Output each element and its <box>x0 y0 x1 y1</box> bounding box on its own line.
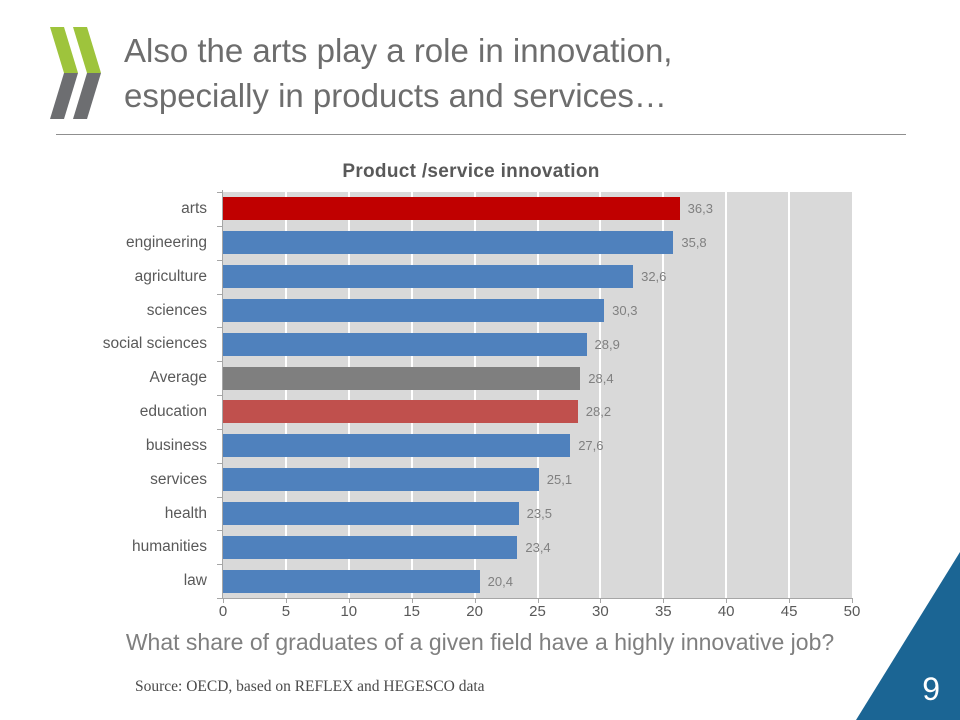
bar <box>223 468 539 492</box>
bar-value-label: 35,8 <box>681 235 707 251</box>
x-axis-line <box>222 598 853 599</box>
y-axis-tick <box>217 293 223 295</box>
x-axis-tick-label: 20 <box>466 603 483 620</box>
slide-title-line2: especially in products and services… <box>124 77 667 114</box>
category-label: health <box>164 504 207 522</box>
gridline <box>536 192 539 598</box>
bar <box>223 332 587 356</box>
category-labels: arts engineering agriculture sciences social… <box>0 192 222 598</box>
y-axis-tick <box>217 598 223 599</box>
x-axis-tick-label: 30 <box>592 603 609 620</box>
x-axis-tick <box>789 599 791 603</box>
bar <box>223 535 518 559</box>
category-label: arts <box>181 200 207 217</box>
y-axis-tick <box>217 361 223 363</box>
bar <box>223 265 634 289</box>
x-axis-tick-label: 10 <box>340 603 358 620</box>
chart-caption: What share of graduates of a given field… <box>125 629 835 655</box>
x-axis-tick-label: 50 <box>843 603 861 620</box>
y-axis-tick <box>217 564 223 566</box>
x-axis-tick-label: 35 <box>654 603 672 620</box>
x-axis-tick <box>474 599 476 603</box>
category-label: humanities <box>132 538 207 556</box>
chart-plot-area: 36,3 35,8 32,6 30,3 28,9 28,4 28,2 27,6 25,1 23,5… <box>223 192 852 598</box>
category-label: law <box>183 572 207 590</box>
oecd-double-chevron-icon <box>50 27 101 119</box>
category-label: agriculture <box>134 267 207 285</box>
bar-value-label: 25,1 <box>546 472 573 488</box>
bar-value-label: 30,3 <box>612 302 638 318</box>
y-axis-tick <box>217 192 223 193</box>
bar-value-label: 27,6 <box>578 438 604 454</box>
bar <box>223 366 581 390</box>
x-axis-tick <box>726 599 728 603</box>
bar-value-label: 36,3 <box>687 201 713 217</box>
bar-value-label: 28,9 <box>594 336 620 352</box>
x-axis-tick <box>411 599 413 603</box>
x-axis-tick <box>537 599 539 603</box>
x-axis-tick <box>663 599 665 603</box>
y-axis-tick <box>217 327 223 329</box>
x-axis-tick <box>223 599 224 603</box>
bar <box>223 298 605 322</box>
x-axis-tick <box>852 599 853 603</box>
gridline <box>599 192 602 598</box>
y-axis-tick <box>217 530 223 532</box>
gridline <box>473 192 476 598</box>
bar <box>223 400 578 424</box>
category-label: sciences <box>146 301 207 319</box>
category-label: Average <box>149 369 207 387</box>
gridline <box>347 192 350 598</box>
x-axis-tick <box>600 599 602 603</box>
gridline <box>410 192 413 598</box>
y-axis-tick <box>217 259 223 261</box>
y-axis-tick <box>217 428 223 430</box>
y-axis-tick <box>217 496 223 498</box>
x-axis-tick-label: 25 <box>529 603 546 620</box>
category-label: social sciences <box>102 335 207 353</box>
source-note: Source: OECD, based on REFLEX and HEGESC… <box>135 678 485 695</box>
bar <box>223 197 680 221</box>
bar-value-label: 28,2 <box>585 404 612 420</box>
bar <box>223 569 480 593</box>
x-axis-tick <box>285 599 287 603</box>
slide-title: Also the arts play a role in innovation,… <box>124 28 672 118</box>
y-axis-tick <box>217 395 223 396</box>
title-underline <box>56 134 906 135</box>
category-label: business <box>145 436 207 454</box>
x-axis-tick-label: 45 <box>780 603 798 620</box>
slide-title-line1: Also the arts play a role in innovation, <box>124 32 673 69</box>
bar <box>223 434 571 458</box>
gridline <box>284 192 287 598</box>
category-label: services <box>150 470 207 488</box>
bar <box>223 231 674 255</box>
page-number: 9 <box>922 671 940 707</box>
bar-value-label: 23,4 <box>525 539 551 555</box>
x-axis-tick-label: 40 <box>717 603 735 620</box>
y-axis-tick <box>217 462 223 464</box>
bar-value-label: 20,4 <box>487 573 513 589</box>
bar <box>223 501 519 525</box>
y-axis-tick <box>217 225 223 227</box>
x-axis-tick <box>348 599 350 603</box>
bar-value-label: 32,6 <box>641 269 667 285</box>
x-axis-tick-label: 0 <box>218 603 228 620</box>
y-axis-line <box>222 190 223 599</box>
gridline <box>725 192 728 598</box>
gridline <box>788 192 791 598</box>
bar-value-label: 23,5 <box>526 505 552 521</box>
bar-value-label: 28,4 <box>588 370 614 386</box>
x-axis-tick-label: 15 <box>403 603 421 620</box>
category-label: education <box>139 403 207 420</box>
gridline <box>662 192 665 598</box>
x-axis-tick-label: 5 <box>281 603 291 620</box>
category-label: engineering <box>125 233 207 251</box>
chart-title: Product /service innovation <box>342 161 600 182</box>
